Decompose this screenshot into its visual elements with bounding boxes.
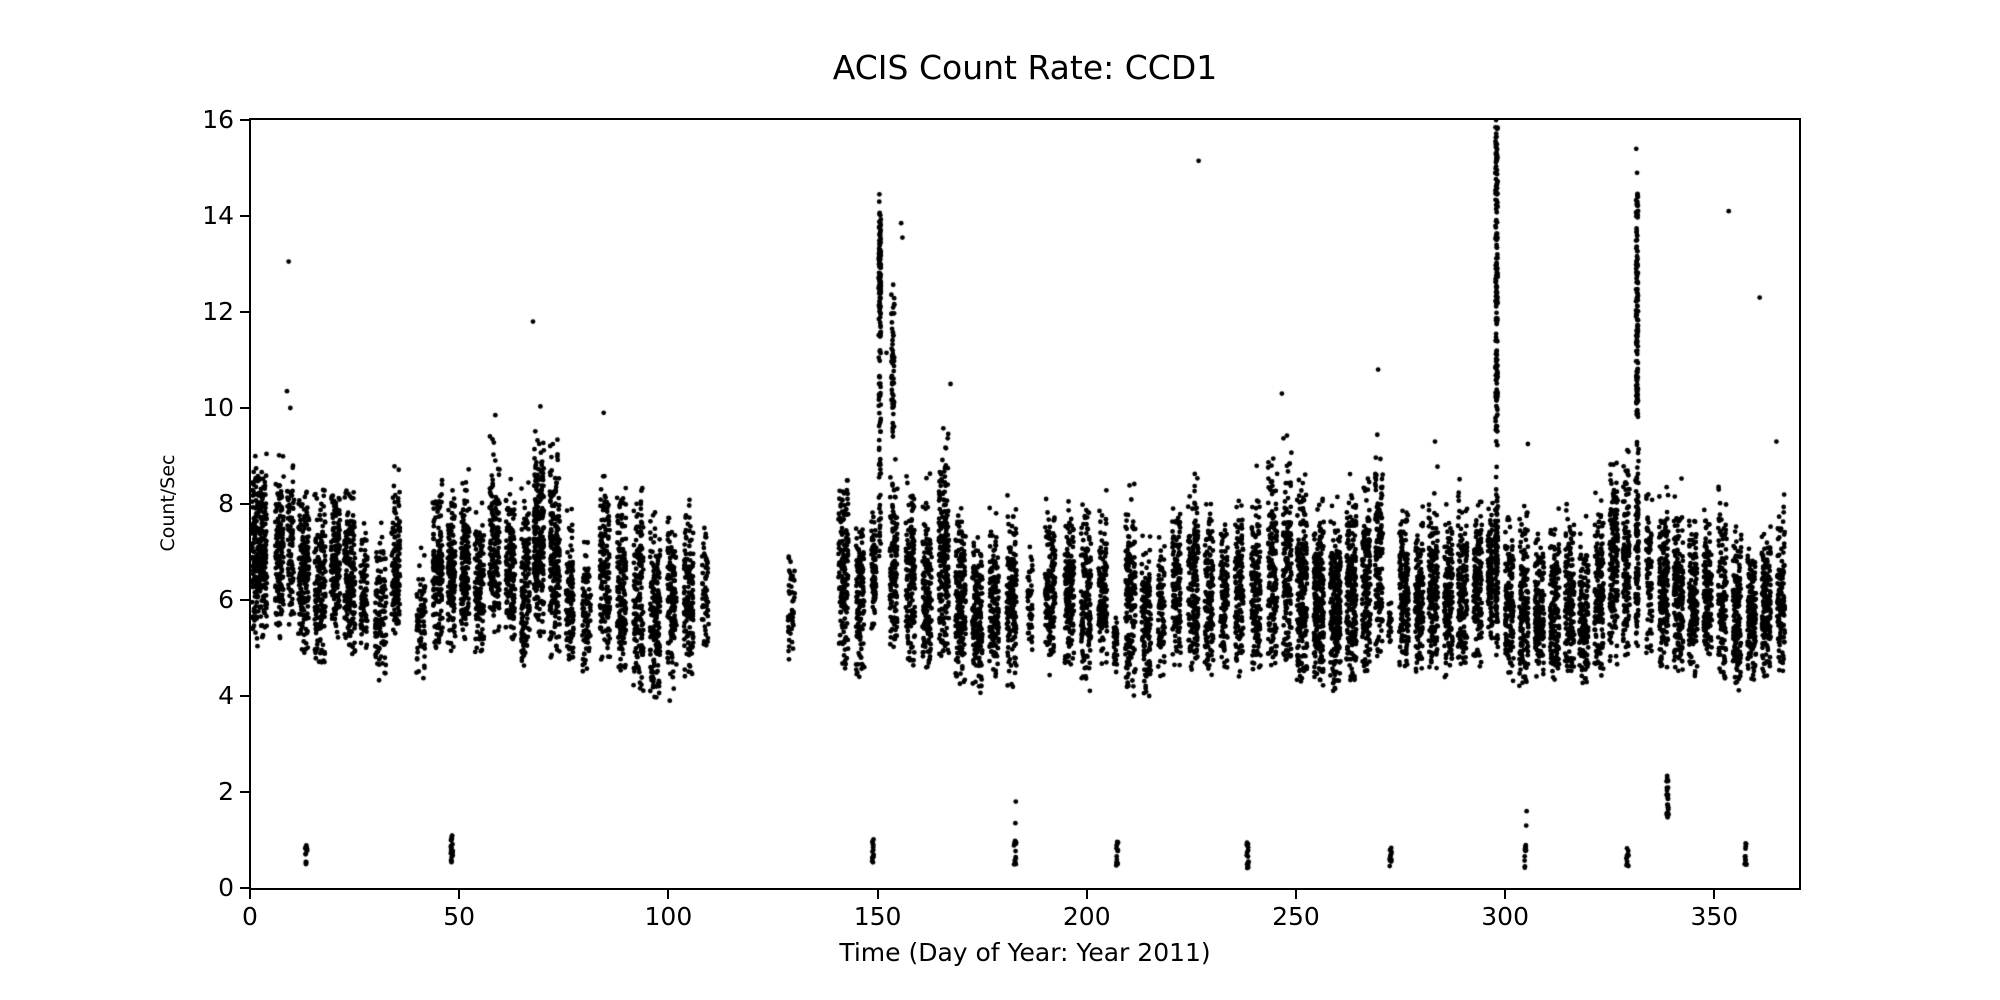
x-axis-label: Time (Day of Year: Year 2011) <box>839 938 1211 967</box>
x-tick-label: 250 <box>1272 902 1320 931</box>
y-tick-mark <box>240 695 249 697</box>
y-tick-mark <box>240 599 249 601</box>
x-tick-mark <box>667 890 670 899</box>
y-tick-mark <box>240 407 249 409</box>
x-tick-label: 150 <box>853 902 902 931</box>
y-tick-label: 8 <box>218 489 234 518</box>
x-tick-label: 350 <box>1690 902 1739 931</box>
x-tick-mark <box>1085 890 1088 899</box>
x-tick-mark <box>1294 890 1297 899</box>
x-tick-label: 200 <box>1062 902 1111 931</box>
x-tick-mark <box>876 890 879 899</box>
y-tick-mark <box>240 119 249 121</box>
x-tick-mark <box>1713 890 1716 899</box>
x-tick-label: 100 <box>644 902 693 931</box>
y-tick-mark <box>240 503 249 505</box>
scatter-canvas <box>251 120 1799 888</box>
y-tick-label: 6 <box>218 585 234 614</box>
y-tick-label: 2 <box>218 777 234 806</box>
y-tick-mark <box>240 791 249 793</box>
x-tick-label: 300 <box>1481 902 1529 931</box>
x-tick-label: 50 <box>443 902 476 931</box>
y-tick-label: 10 <box>202 393 234 422</box>
y-tick-mark <box>240 215 249 217</box>
y-tick-label: 14 <box>202 201 234 230</box>
x-tick-mark <box>458 890 461 899</box>
plot-area <box>249 118 1801 890</box>
chart-title: ACIS Count Rate: CCD1 <box>832 48 1218 87</box>
y-tick-label: 12 <box>202 297 234 326</box>
y-tick-mark <box>240 887 249 889</box>
x-tick-label: 0 <box>242 902 258 931</box>
y-tick-mark <box>240 311 249 313</box>
x-tick-mark <box>249 890 251 899</box>
y-tick-label: 16 <box>202 105 234 134</box>
y-tick-label: 0 <box>218 873 234 902</box>
x-tick-mark <box>1504 890 1507 899</box>
y-tick-label: 4 <box>218 681 234 710</box>
